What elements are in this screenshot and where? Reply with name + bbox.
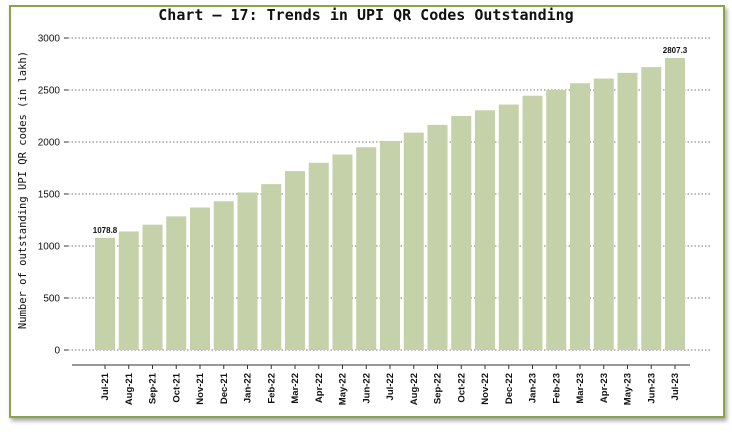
x-tick-label: Feb-23 <box>551 373 562 404</box>
bar-sep-21 <box>142 224 163 350</box>
x-tick-label: May-22 <box>338 373 349 405</box>
x-tick-label: Sep-21 <box>148 372 159 404</box>
y-axis-ticks: 0 500 1000 1500 2000 2500 3000 <box>38 34 68 357</box>
y-tick-label: 2000 <box>38 138 61 149</box>
x-tick-label: May-23 <box>623 373 634 405</box>
x-tick-label: Apr-23 <box>599 373 610 403</box>
bars <box>95 58 685 351</box>
y-tick-label: 1500 <box>38 190 61 201</box>
bar-jul-21 <box>95 237 115 350</box>
bar-jul-23 <box>665 58 685 350</box>
y-tick-label: 3000 <box>38 34 61 45</box>
bar-sep-22 <box>427 124 448 350</box>
data-label: 1078.8 <box>93 226 118 235</box>
x-tick-label: Feb-22 <box>266 373 277 404</box>
x-tick-label: Aug-21 <box>124 372 135 405</box>
bar-jul-22 <box>380 140 400 350</box>
chart-title: Chart – 17: Trends in UPI QR Codes Outst… <box>158 6 574 24</box>
bar-dec-21 <box>213 201 234 350</box>
bar-mar-22 <box>285 171 305 350</box>
x-tick-label: Apr-22 <box>314 373 325 403</box>
x-tick-label: Jul-21 <box>100 372 111 400</box>
x-tick-label: Jul-23 <box>670 373 681 400</box>
y-tick-label: 500 <box>43 294 60 305</box>
x-tick-label: Mar-23 <box>575 373 586 404</box>
bar-apr-23 <box>593 78 614 350</box>
x-tick-label: Oct-21 <box>171 372 182 402</box>
x-tick-label: Oct-22 <box>456 373 467 403</box>
x-tick-label: Jul-22 <box>385 373 396 400</box>
x-tick-label: Nov-21 <box>195 372 206 404</box>
x-tick-label: Aug-22 <box>409 373 420 405</box>
x-axis-ticks: Jul-21 Aug-21 Sep-21 Oct-21 Nov-21 Dec-21 Jan-… <box>72 364 690 405</box>
x-tick-label: Sep-22 <box>433 373 444 404</box>
bar-may-23 <box>617 72 638 350</box>
y-tick-label: 1000 <box>38 242 61 253</box>
bar-feb-22 <box>261 184 282 350</box>
bar-oct-21 <box>166 216 187 350</box>
bar-apr-22 <box>308 162 329 350</box>
x-tick-label: Jun-22 <box>361 373 372 404</box>
x-tick-label: Nov-22 <box>480 373 491 405</box>
bar-oct-22 <box>451 116 472 350</box>
bar-jan-23 <box>522 95 543 350</box>
bar-feb-23 <box>546 90 567 350</box>
x-tick-label: Jan-23 <box>528 373 539 403</box>
bar-may-22 <box>332 154 353 350</box>
data-label: 2807.3 <box>663 46 688 55</box>
bar-jun-22 <box>356 147 377 350</box>
bar-aug-21 <box>118 231 139 350</box>
bar-jun-23 <box>641 67 662 351</box>
bar-jan-22 <box>237 192 258 350</box>
x-tick-label: Dec-22 <box>504 373 515 404</box>
y-axis-label: Number of outstanding UPI QR codes (in l… <box>17 51 29 329</box>
bar-nov-21 <box>190 207 210 350</box>
bar-mar-23 <box>570 83 590 351</box>
bar-dec-22 <box>498 104 519 350</box>
data-labels: 1078.8 2807.3 <box>93 46 688 235</box>
bar-nov-22 <box>475 110 495 350</box>
x-tick-label: Jan-22 <box>243 373 254 403</box>
y-tick-label: 0 <box>54 346 60 357</box>
x-tick-label: Jun-23 <box>646 373 657 404</box>
y-tick-label: 2500 <box>38 86 61 97</box>
bar-aug-22 <box>403 132 424 350</box>
x-tick-label: Dec-21 <box>219 372 230 404</box>
x-tick-label: Mar-22 <box>290 373 301 404</box>
